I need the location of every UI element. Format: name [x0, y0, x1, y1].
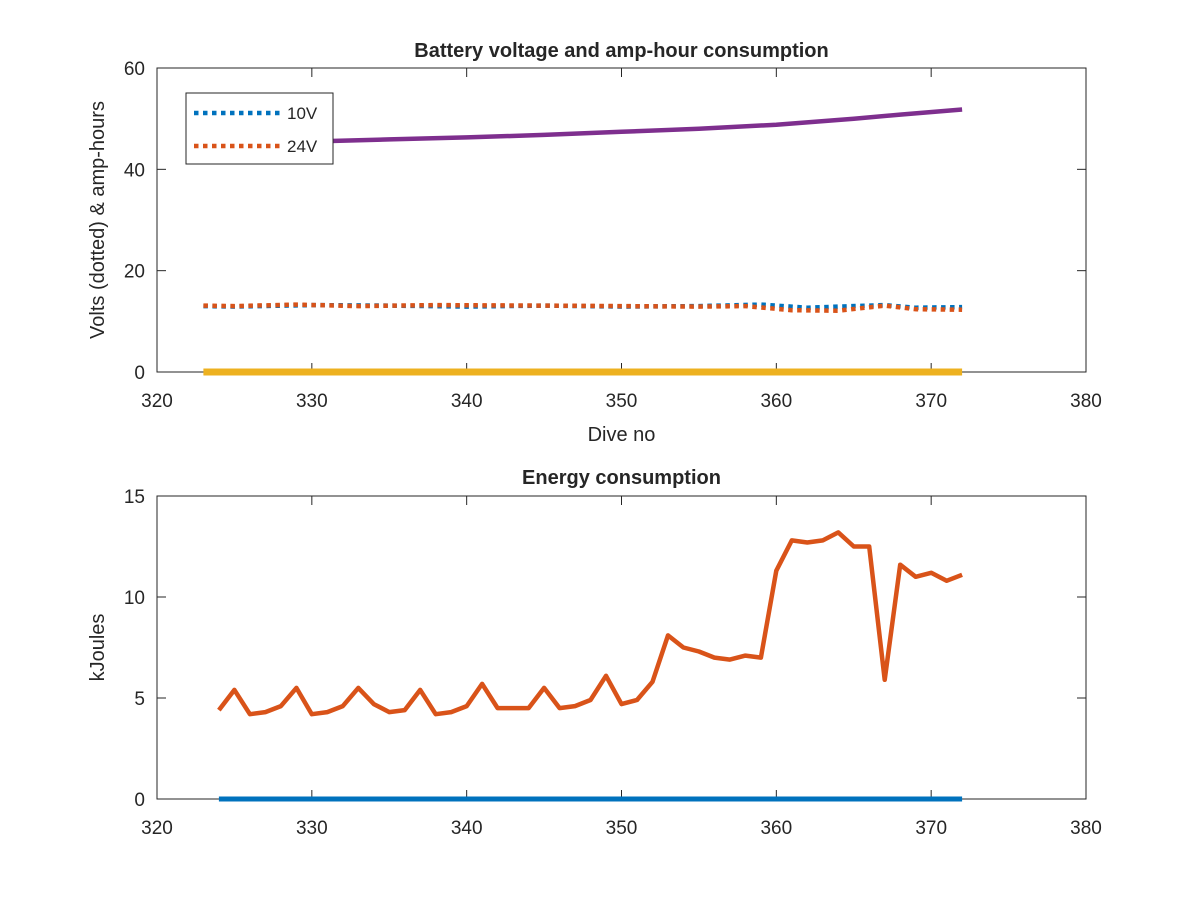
x-tick-label: 380 [1070, 391, 1102, 412]
y-tick-label: 40 [124, 160, 145, 181]
y-tick-label: 15 [124, 487, 145, 508]
x-tick-label: 380 [1070, 818, 1102, 839]
energy-axes: 320 330 340 350 360 370 380 0 5 10 15 Energy consu… [87, 467, 1102, 839]
energy-chart-title: Energy consumption [522, 467, 721, 489]
voltage-ticks: 320 330 340 350 360 370 380 0 20 40 60 [124, 59, 1102, 412]
energy-series-lines [217, 530, 963, 802]
voltage-axes: 320 330 340 350 360 370 380 0 20 40 60 Battery vol… [87, 40, 1102, 446]
energy-y-axis-label: kJoules [87, 614, 109, 682]
voltage-y-axis-label: Volts (dotted) & amp-hours [87, 101, 109, 339]
y-tick-label: 5 [134, 689, 145, 710]
legend-label-10v: 10V [287, 104, 318, 123]
x-tick-label: 360 [760, 391, 792, 412]
y-tick-label: 10 [124, 588, 145, 609]
voltage-chart-title: Battery voltage and amp-hour consumption [414, 40, 828, 62]
x-tick-label: 330 [296, 818, 328, 839]
legend-label-24v: 24V [287, 137, 318, 156]
legend-box [185, 92, 334, 165]
x-tick-label: 320 [141, 391, 173, 412]
x-tick-label: 370 [915, 391, 947, 412]
x-tick-label: 370 [915, 818, 947, 839]
energy-series-kjoules-line [217, 530, 963, 717]
voltage-x-axis-label: Dive no [588, 424, 656, 446]
y-tick-label: 0 [134, 790, 145, 811]
x-tick-label: 340 [451, 391, 483, 412]
x-tick-label: 350 [606, 391, 638, 412]
x-tick-label: 360 [760, 818, 792, 839]
energy-ticks: 320 330 340 350 360 370 380 0 5 10 15 [124, 487, 1102, 839]
y-tick-label: 20 [124, 262, 145, 283]
voltage-legend: 10V 24V [185, 92, 334, 165]
x-tick-label: 320 [141, 818, 173, 839]
y-tick-label: 0 [134, 363, 145, 384]
y-tick-label: 60 [124, 59, 145, 80]
x-tick-label: 330 [296, 391, 328, 412]
voltage-series-24v-line [203, 302, 963, 313]
energy-plot-area [156, 495, 1087, 800]
x-tick-label: 340 [451, 818, 483, 839]
x-tick-label: 350 [606, 818, 638, 839]
